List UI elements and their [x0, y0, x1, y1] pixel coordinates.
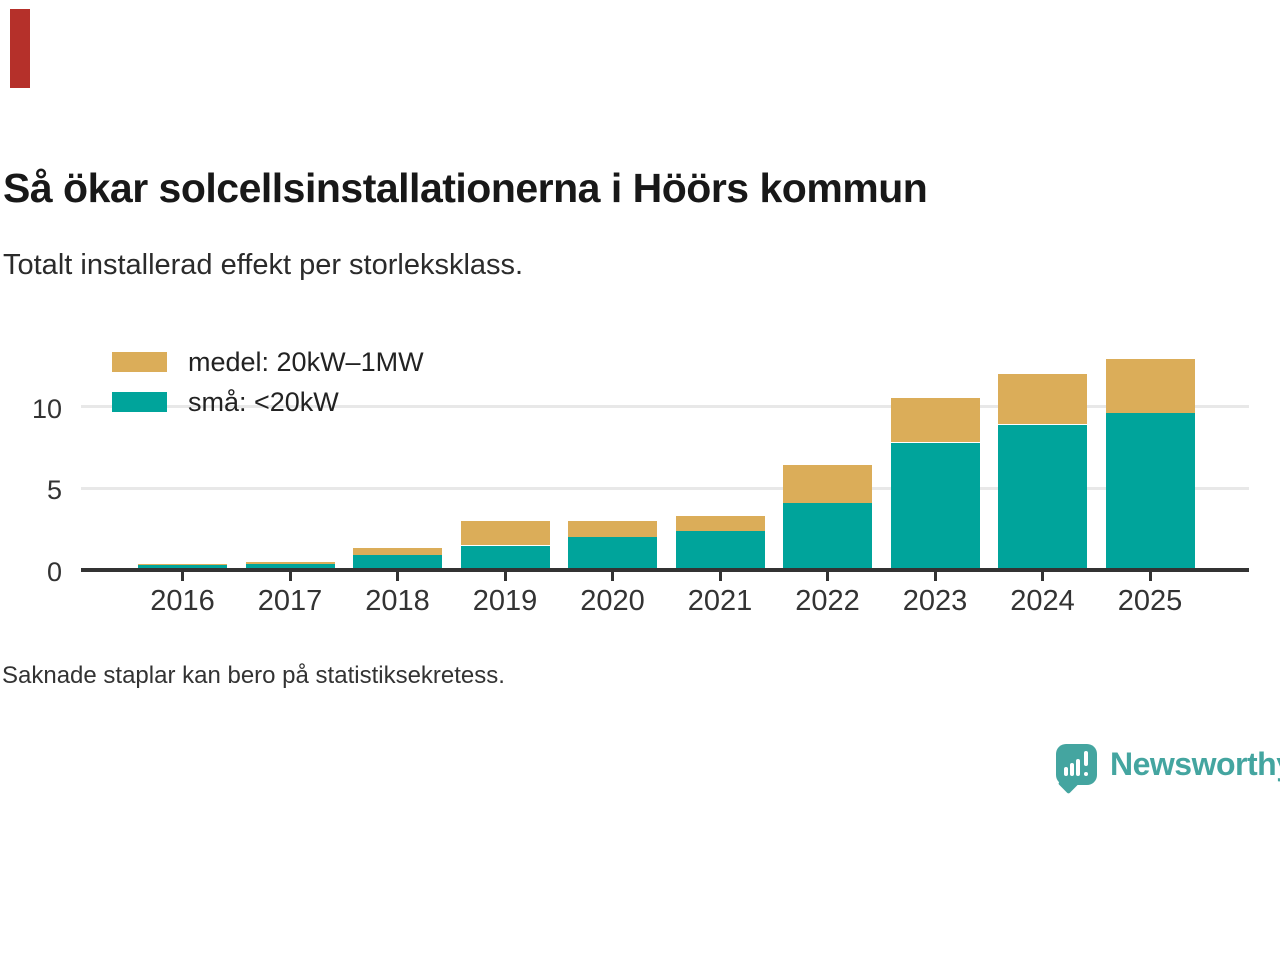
x-axis-label-2020: 2020 [580, 585, 645, 617]
x-axis-label-2021: 2021 [687, 585, 753, 617]
legend-swatch-icon [112, 352, 167, 372]
x-axis-tick-2021 [718, 572, 722, 581]
newsworthy-bubble-icon [1056, 744, 1097, 795]
logo-exclamation-dot-icon [1084, 772, 1088, 776]
x-axis-label-2025: 2025 [1117, 585, 1183, 617]
bar-segment-små-2020 [568, 537, 657, 570]
bar-segment-medel-2022 [783, 465, 872, 503]
x-axis-label-2018: 2018 [365, 585, 430, 617]
x-axis-tick-2018 [396, 572, 399, 581]
bar-segment-små-2021 [675, 530, 765, 570]
bar-segment-små-2024 [998, 424, 1087, 570]
bar-segment-små-2019 [460, 545, 550, 570]
legend-swatch-icon [112, 392, 167, 412]
logo-exclamation-icon [1084, 751, 1088, 766]
legend-item: medel: 20kW–1MW [112, 348, 424, 375]
x-axis-label-2022: 2022 [795, 585, 860, 617]
x-axis-tick-2022 [826, 572, 829, 581]
bar-segment-medel-2016 [138, 563, 227, 566]
x-axis-label-2016: 2016 [150, 585, 215, 617]
x-axis-label-2017: 2017 [257, 585, 323, 617]
x-axis-label-2019: 2019 [472, 585, 538, 617]
bar-segment-små-2017 [245, 564, 335, 570]
bar-segment-medel-2025 [1105, 359, 1195, 414]
x-axis-tick-2016 [181, 572, 184, 581]
newsworthy-logo: Newsworthy [1056, 744, 1280, 795]
logo-bar-icon [1064, 767, 1068, 776]
bar-segment-små-2023 [890, 442, 980, 570]
bar-segment-medel-2023 [890, 398, 980, 443]
x-axis-tick-2020 [611, 572, 614, 581]
y-axis-label-10: 10 [31, 393, 62, 424]
legend-label: medel: 20kW–1MW [188, 346, 424, 377]
bar-segment-små-2022 [783, 503, 872, 570]
bar-segment-medel-2024 [998, 373, 1087, 425]
bar-segment-medel-2021 [675, 516, 765, 531]
y-axis-label-5: 5 [46, 475, 62, 506]
logo-bar-icon [1070, 763, 1074, 776]
legend: medel: 20kW–1MW små: <20kW [112, 348, 424, 432]
logo-bar-icon [1076, 759, 1080, 776]
x-axis-tick-2023 [933, 572, 937, 581]
chart-subtitle: Totalt installerad effekt per storlekskl… [3, 249, 524, 281]
y-axis-label-0: 0 [46, 557, 62, 587]
x-axis-tick-2025 [1148, 572, 1152, 581]
legend-item: små: <20kW [112, 388, 424, 415]
chart-title: Så ökar solcellsinstallationerna i Höörs… [3, 165, 928, 211]
plot-area: 0 5 10 2016 2017 2018 2019 2020 2021 2022 2023 2024… [0, 330, 1280, 630]
gridline-y5 [81, 486, 1249, 490]
bar-segment-medel-2020 [568, 521, 657, 538]
bar-segment-små-2025 [1105, 413, 1195, 570]
bubble-tail [1057, 772, 1080, 795]
newsworthy-logo-text: Newsworthy [1110, 746, 1280, 782]
bar-segment-medel-2017 [245, 561, 335, 565]
bar-segment-små-2016 [138, 565, 227, 570]
x-axis-line [81, 568, 1249, 572]
gridline-y10 [81, 405, 1249, 408]
x-axis-label-2023: 2023 [902, 585, 968, 617]
bar-segment-medel-2018 [353, 547, 442, 556]
footnote: Saknade staplar kan bero på statistiksek… [2, 662, 505, 689]
brand-accent-ribbon [10, 9, 30, 88]
legend-label: små: <20kW [188, 386, 339, 417]
x-axis-tick-2017 [288, 572, 292, 581]
x-axis-tick-2019 [503, 572, 507, 581]
x-axis-label-2024: 2024 [1010, 585, 1075, 617]
x-axis-tick-2024 [1041, 572, 1044, 581]
bar-segment-små-2018 [353, 555, 442, 570]
bar-segment-medel-2019 [460, 520, 550, 546]
